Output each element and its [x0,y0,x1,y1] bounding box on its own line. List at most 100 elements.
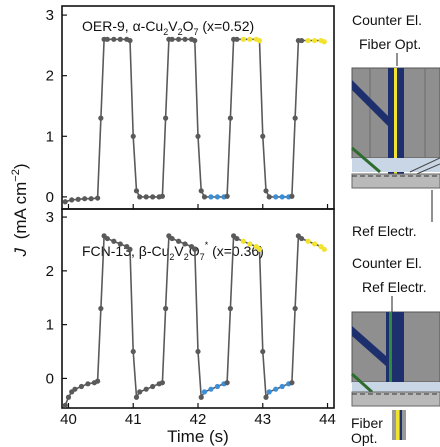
x-tick-label: 44 [319,411,336,428]
data-point [201,194,208,200]
data-point [163,115,169,121]
x-tick-label: 42 [190,411,207,428]
data-point [75,196,81,202]
y-tick-label: 1 [46,128,54,145]
data-point [150,194,156,200]
data-point [227,305,233,312]
reference-electrode-wire [351,146,381,174]
data-point [195,348,201,355]
data-point [104,235,110,242]
substrate-bottom [351,391,440,407]
data-point [266,194,272,200]
data-point [289,380,295,386]
data-point [201,389,208,395]
data-point [175,238,182,244]
data-point [214,383,221,390]
data-point [169,235,175,242]
data-point [69,197,75,203]
data-point [279,383,285,390]
data-point [195,133,201,139]
data-point [224,380,230,386]
data-point [159,380,165,386]
data-point [182,241,188,247]
data-point [198,188,204,194]
data-point [321,246,327,252]
data-point [143,194,149,200]
label-fiber-bottom-1: Fiber [351,415,383,431]
data-point [224,193,230,199]
data-point [260,133,266,139]
y-axis-label: J (mA cm−2) [10,163,30,257]
data-point [299,37,305,44]
data-point [62,199,68,205]
data-point [208,194,214,200]
plot-area [62,233,327,408]
data-point [175,36,182,42]
data-point [273,194,279,200]
data-point [234,235,240,242]
substrate-top [351,173,440,189]
data-point [85,381,91,387]
data-point [311,37,318,44]
data-point [263,188,269,194]
flow-region [352,382,440,392]
data-point [305,37,311,44]
counter-electrode-wire [350,372,374,394]
y-tick-label: 1 [46,317,54,334]
y-tick-label: 0 [46,370,54,387]
label-ref-electrode-bottom: Ref Electr. [362,279,427,295]
fiber-core [394,68,397,174]
panel-title: OER-9, α-Cu2V2O7 (x=0.52) [82,18,254,37]
data-point [240,238,246,244]
data-point [82,196,88,202]
data-point [133,188,140,194]
reference-electrode [389,312,392,392]
data-point [247,36,253,42]
panel-oer9: OER-9, α-Cu2V2O7 (x=0.52) 0 1 2 3 [46,5,335,210]
vertical-channel [386,312,404,392]
y-tick-label: 2 [46,68,54,85]
data-point [133,394,140,400]
data-point [198,394,204,400]
tube [409,157,440,173]
data-point [260,348,266,355]
data-point [292,115,298,121]
data-point [182,36,188,42]
data-point [256,37,263,44]
data-point [95,378,101,384]
data-point [72,386,78,392]
data-point [78,383,85,390]
x-axis-label: Time (s) [167,427,229,446]
y-tick-label: 3 [46,7,54,24]
data-point [247,241,253,247]
data-point [227,115,233,121]
y-ticks: 0 1 2 3 [46,7,67,206]
label-fiber-optic-top: Fiber Opt. [359,36,421,52]
data-point [88,196,94,202]
data-point [299,235,305,242]
data-point [279,194,285,200]
series-line [64,234,325,406]
data-point [192,37,198,44]
data-point [311,241,318,247]
data-point [163,305,169,312]
data-point [305,238,311,244]
data-point [104,36,110,42]
data-point [240,36,246,42]
data-point [321,39,327,45]
data-point [192,246,198,252]
data-point [266,389,272,395]
y-tick-label: 3 [46,209,54,226]
inlet-channel [352,80,390,128]
data-point [130,348,136,355]
x-tick-label: 40 [60,411,77,428]
y-tick-label: 2 [46,263,54,280]
data-point [130,133,136,139]
data-point [214,194,221,200]
data-point [117,241,123,247]
x-tick-label: 41 [125,411,142,428]
fiber-cladding [400,410,402,440]
label-ref-electrode-top: Ref Electr. [352,223,417,239]
data-point [137,389,143,395]
